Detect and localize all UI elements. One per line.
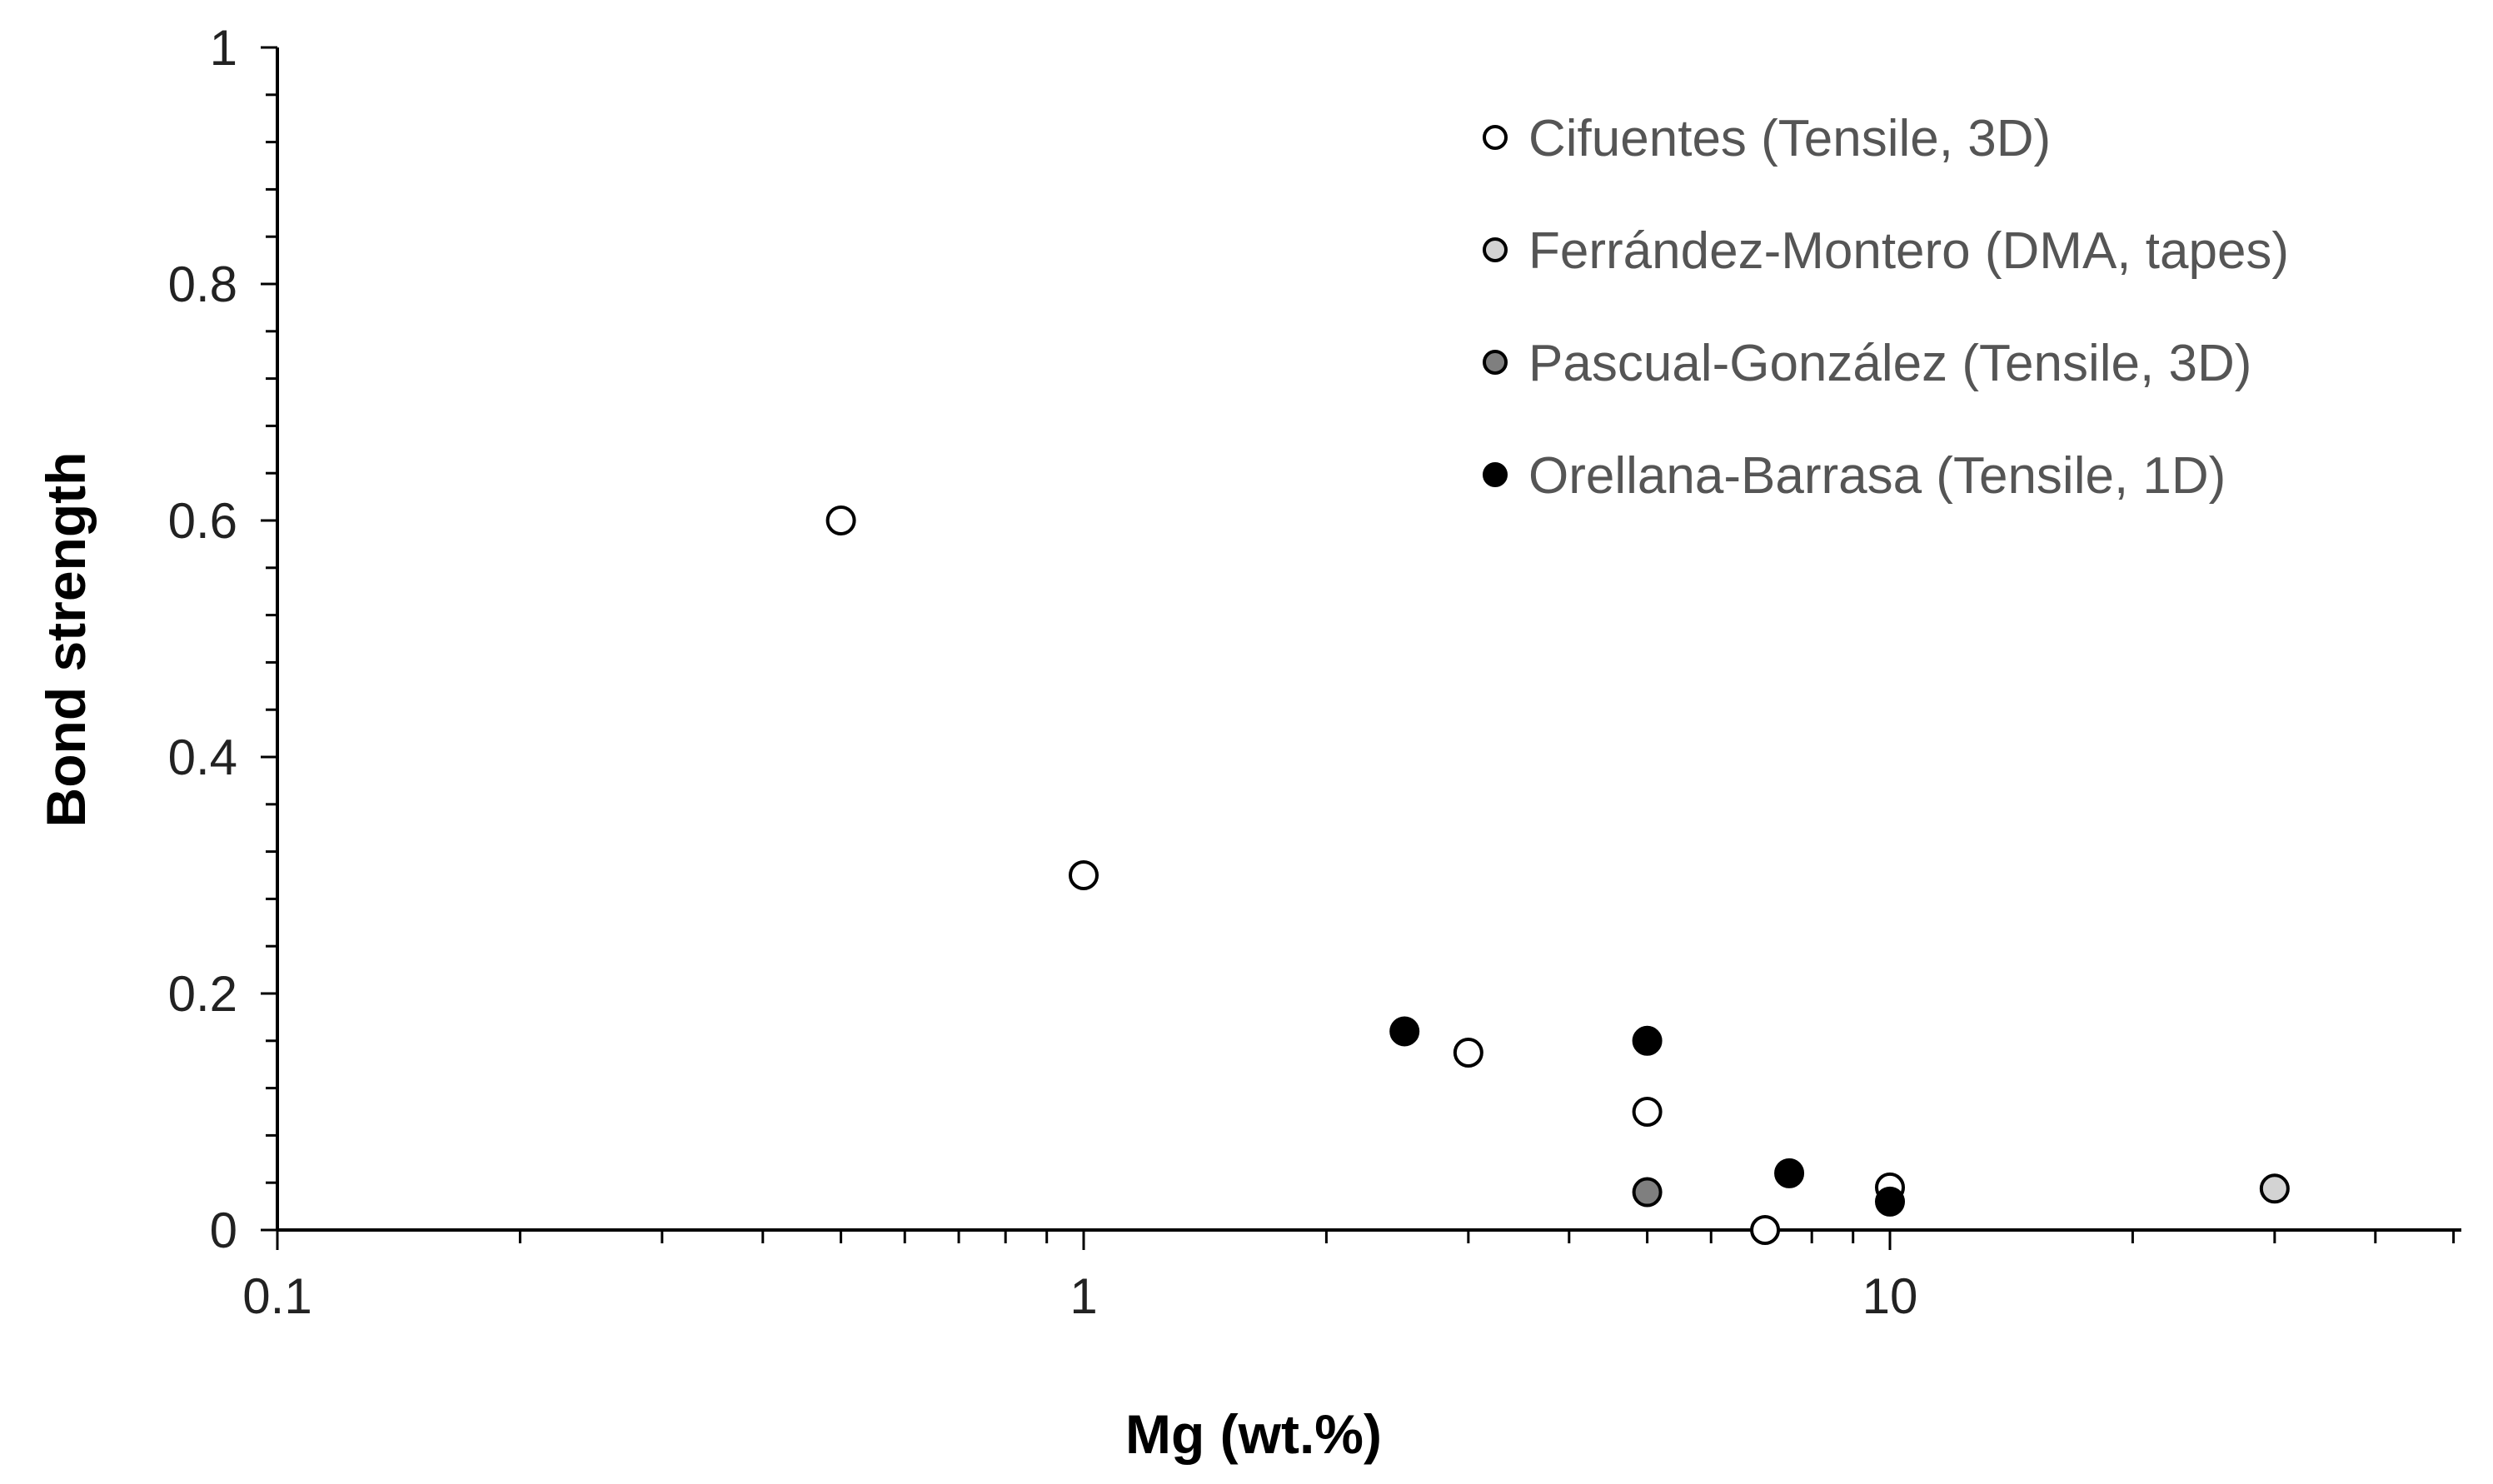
- legend-entry: Cifuentes (Tensile, 3D): [1483, 110, 2051, 167]
- legend-marker: [1483, 462, 1508, 487]
- x-tick-label: 1: [1069, 1268, 1097, 1324]
- x-tick-label: 10: [1862, 1268, 1918, 1324]
- tick-labels: 0 0.2 0.4 0.6 0.8 1 0.1 1 10: [168, 20, 1918, 1324]
- legend-entry: Pascual-González (Tensile, 3D): [1483, 335, 2251, 392]
- legend-label: Cifuentes (Tensile, 3D): [1528, 110, 2051, 167]
- data-point: [2259, 1173, 2290, 1204]
- data-point: [1453, 1038, 1483, 1068]
- tick-marks: [261, 46, 2456, 1250]
- data-points: [825, 505, 2290, 1245]
- legend-label: Ferrández-Montero (DMA, tapes): [1528, 222, 2289, 280]
- y-axis-title: Bond strength: [35, 452, 97, 828]
- x-axis-title: Mg (wt.%): [1125, 1403, 1382, 1465]
- y-tick-label: 0.8: [168, 256, 237, 312]
- y-tick-label: 0.6: [168, 493, 237, 549]
- data-point: [1875, 1186, 1905, 1217]
- y-tick-label: 1: [210, 20, 237, 76]
- legend-entry: Orellana-Barrasa (Tensile, 1D): [1483, 447, 2226, 505]
- data-point: [825, 505, 856, 535]
- data-point: [1750, 1215, 1781, 1245]
- data-point: [1632, 1097, 1663, 1127]
- x-tick-label: 0.1: [242, 1268, 312, 1324]
- data-point: [1632, 1177, 1663, 1208]
- axes: [276, 47, 2461, 1232]
- legend-entry: Ferrández-Montero (DMA, tapes): [1483, 222, 2289, 280]
- data-point: [1069, 860, 1099, 890]
- data-point: [1774, 1158, 1805, 1188]
- y-tick-label: 0.4: [168, 730, 237, 785]
- y-tick-label: 0.2: [168, 966, 237, 1022]
- data-point: [1632, 1025, 1663, 1056]
- legend-marker: [1483, 125, 1508, 150]
- legend-label: Orellana-Barrasa (Tensile, 1D): [1528, 447, 2226, 505]
- data-point: [1389, 1016, 1420, 1047]
- y-tick-label: 0: [210, 1203, 237, 1258]
- legend: Cifuentes (Tensile, 3D) Ferrández-Montero…: [1483, 110, 2289, 505]
- legend-marker: [1483, 237, 1508, 262]
- legend-label: Pascual-González (Tensile, 3D): [1528, 335, 2251, 392]
- legend-marker: [1483, 350, 1508, 375]
